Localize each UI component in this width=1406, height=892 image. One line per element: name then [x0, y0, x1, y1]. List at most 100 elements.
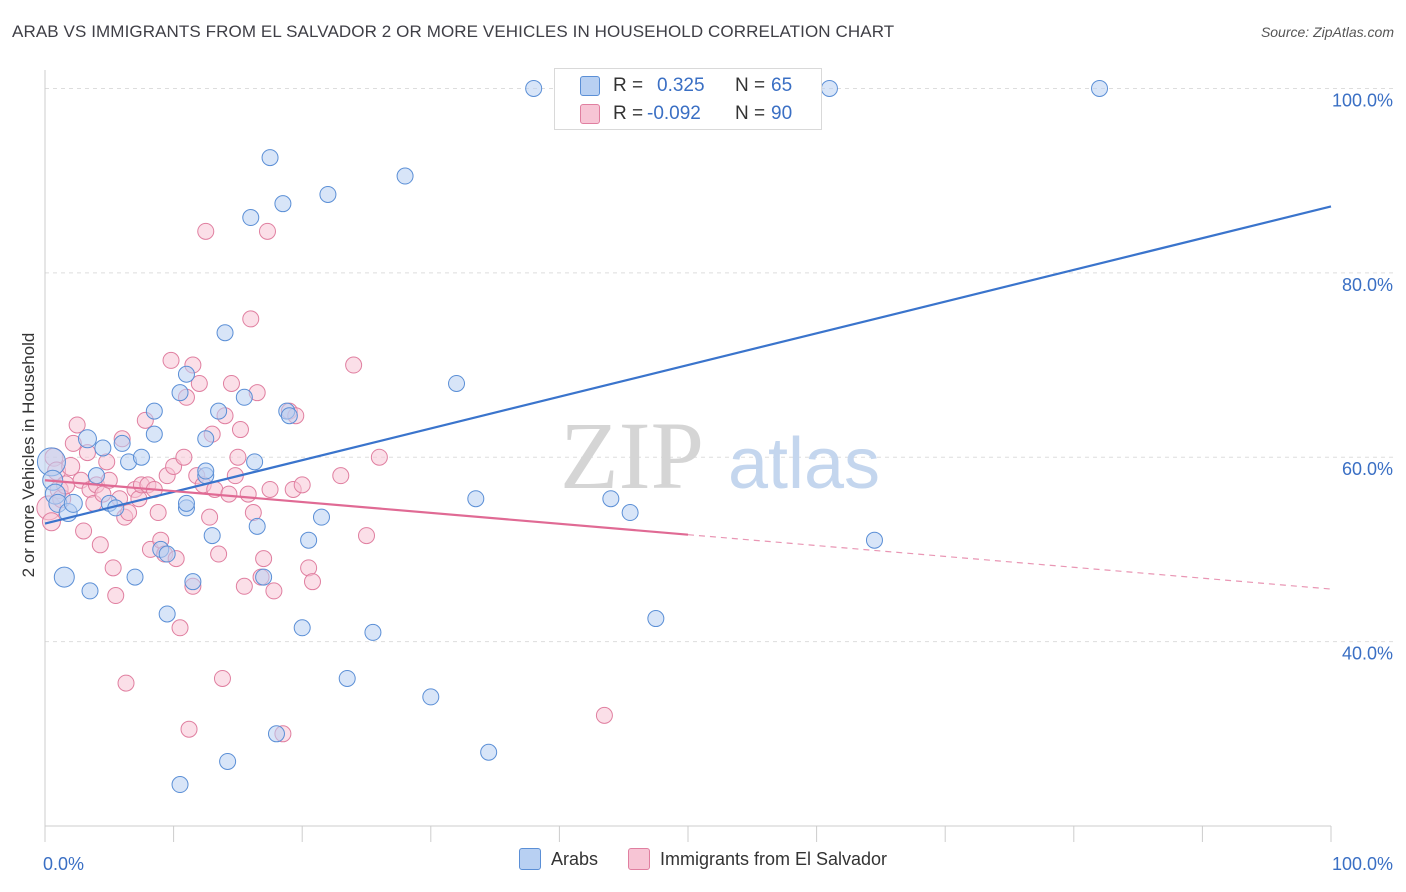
arabs-point [621, 504, 639, 522]
legend-item-salv[interactable]: Immigrants from El Salvador [627, 848, 888, 870]
arabs-point [171, 776, 189, 794]
arabs-swatch [580, 76, 600, 96]
arabs-point [280, 407, 298, 425]
arabs-point [184, 573, 202, 591]
salv-point [75, 522, 93, 540]
salv-trend-extension [687, 534, 1332, 590]
chart-title: ARAB VS IMMIGRANTS FROM EL SALVADOR 2 OR… [12, 22, 895, 41]
arabs-point [319, 185, 337, 203]
y-tick-label: 80.0% [1342, 275, 1393, 295]
arabs-point [158, 545, 176, 563]
y-tick-label: 100.0% [1332, 90, 1393, 110]
legend-item-arabs[interactable]: Arabs [518, 848, 598, 870]
r-label: R = [613, 75, 644, 96]
salv-point [303, 573, 321, 591]
x-tick-label: 100.0% [1332, 854, 1393, 874]
arabs-point [81, 582, 99, 600]
salv-point [162, 351, 180, 369]
arabs-point [312, 508, 330, 526]
arabs-point [177, 494, 195, 512]
arabs-point [63, 493, 83, 513]
salv-point [261, 480, 279, 498]
salv-point [171, 619, 189, 637]
arabs-point [246, 453, 264, 471]
arabs-point [53, 566, 75, 588]
arabs-point [267, 725, 285, 743]
salv-point [68, 416, 86, 434]
salv-point [222, 374, 240, 392]
y-tick-label: 40.0% [1342, 644, 1393, 664]
salv-point [190, 374, 208, 392]
arabs-point [132, 448, 150, 466]
arabs-point [113, 434, 131, 452]
arabs-point [145, 425, 163, 443]
watermark-atlas: atlas [728, 424, 880, 504]
salv-point [345, 356, 363, 374]
legend-swatch-arabs [518, 848, 541, 870]
arabs-r-value: 0.325 [657, 75, 705, 96]
arabs-point [300, 531, 318, 549]
salv-point [107, 587, 125, 605]
arabs-point [219, 752, 237, 770]
arabs-point [126, 568, 144, 586]
salv-point [595, 706, 613, 724]
arabs-point [197, 430, 215, 448]
arabs-point [255, 568, 273, 586]
arabs-point [1091, 79, 1109, 97]
legend-label-arabs: Arabs [550, 848, 598, 869]
salv-point [242, 310, 260, 328]
salv-point [235, 577, 253, 595]
arabs-point [197, 462, 215, 480]
salv-point [265, 582, 283, 600]
salv-point [258, 222, 276, 240]
legend-label-salv: Immigrants from El Salvador [659, 848, 888, 869]
salv-trend-line [44, 479, 689, 536]
grid-lines [45, 87, 1394, 643]
source-credit: Source: ZipAtlas.com [1260, 24, 1394, 40]
salv-point [117, 674, 135, 692]
arabs-trend-line [44, 205, 1332, 525]
r-label: R = [613, 103, 644, 124]
arabs-point [242, 209, 260, 227]
salv-swatch [580, 104, 600, 124]
salv-point [180, 720, 198, 738]
salv-point [231, 421, 249, 439]
salv-point [201, 508, 219, 526]
salv-point [149, 504, 167, 522]
stats-box: R = 0.325 N = 65 R = -0.092 N = 90 [554, 68, 822, 130]
arabs-point [158, 605, 176, 623]
arabs-point [467, 490, 485, 508]
arabs-point [274, 195, 292, 213]
arabs-point [865, 531, 883, 549]
salv-n-value: 90 [771, 103, 793, 124]
arabs-point [647, 610, 665, 628]
arabs-point [203, 527, 221, 545]
arabs-point [396, 167, 414, 185]
axes [44, 70, 1332, 842]
salv-point [332, 467, 350, 485]
arabs-point [94, 439, 112, 457]
arabs-point [338, 669, 356, 687]
arabs-point [820, 79, 838, 97]
salv-point [255, 550, 273, 568]
salv-point [358, 527, 375, 545]
salv-point [213, 669, 231, 687]
arabs-point [210, 402, 228, 420]
arabs-point [525, 79, 543, 97]
arabs-point [235, 388, 253, 406]
y-tick-label: 60.0% [1342, 459, 1393, 479]
arabs-point [77, 429, 97, 449]
salv-point [91, 536, 109, 554]
watermark-zip: ZIP [560, 402, 704, 509]
arabs-point [293, 619, 311, 637]
arabs-point [248, 517, 266, 535]
salv-point [220, 485, 238, 503]
salv-point [370, 448, 388, 466]
salv-r-value: -0.092 [647, 103, 701, 124]
arabs-point [145, 402, 163, 420]
arabs-point [364, 623, 382, 641]
legend: Arabs Immigrants from El Salvador [0, 848, 1406, 870]
salv-point [229, 448, 247, 466]
tick-labels: 40.0% 60.0% 80.0% 100.0% 0.0% 100.0% [43, 90, 1393, 874]
n-label: N = [735, 75, 766, 96]
